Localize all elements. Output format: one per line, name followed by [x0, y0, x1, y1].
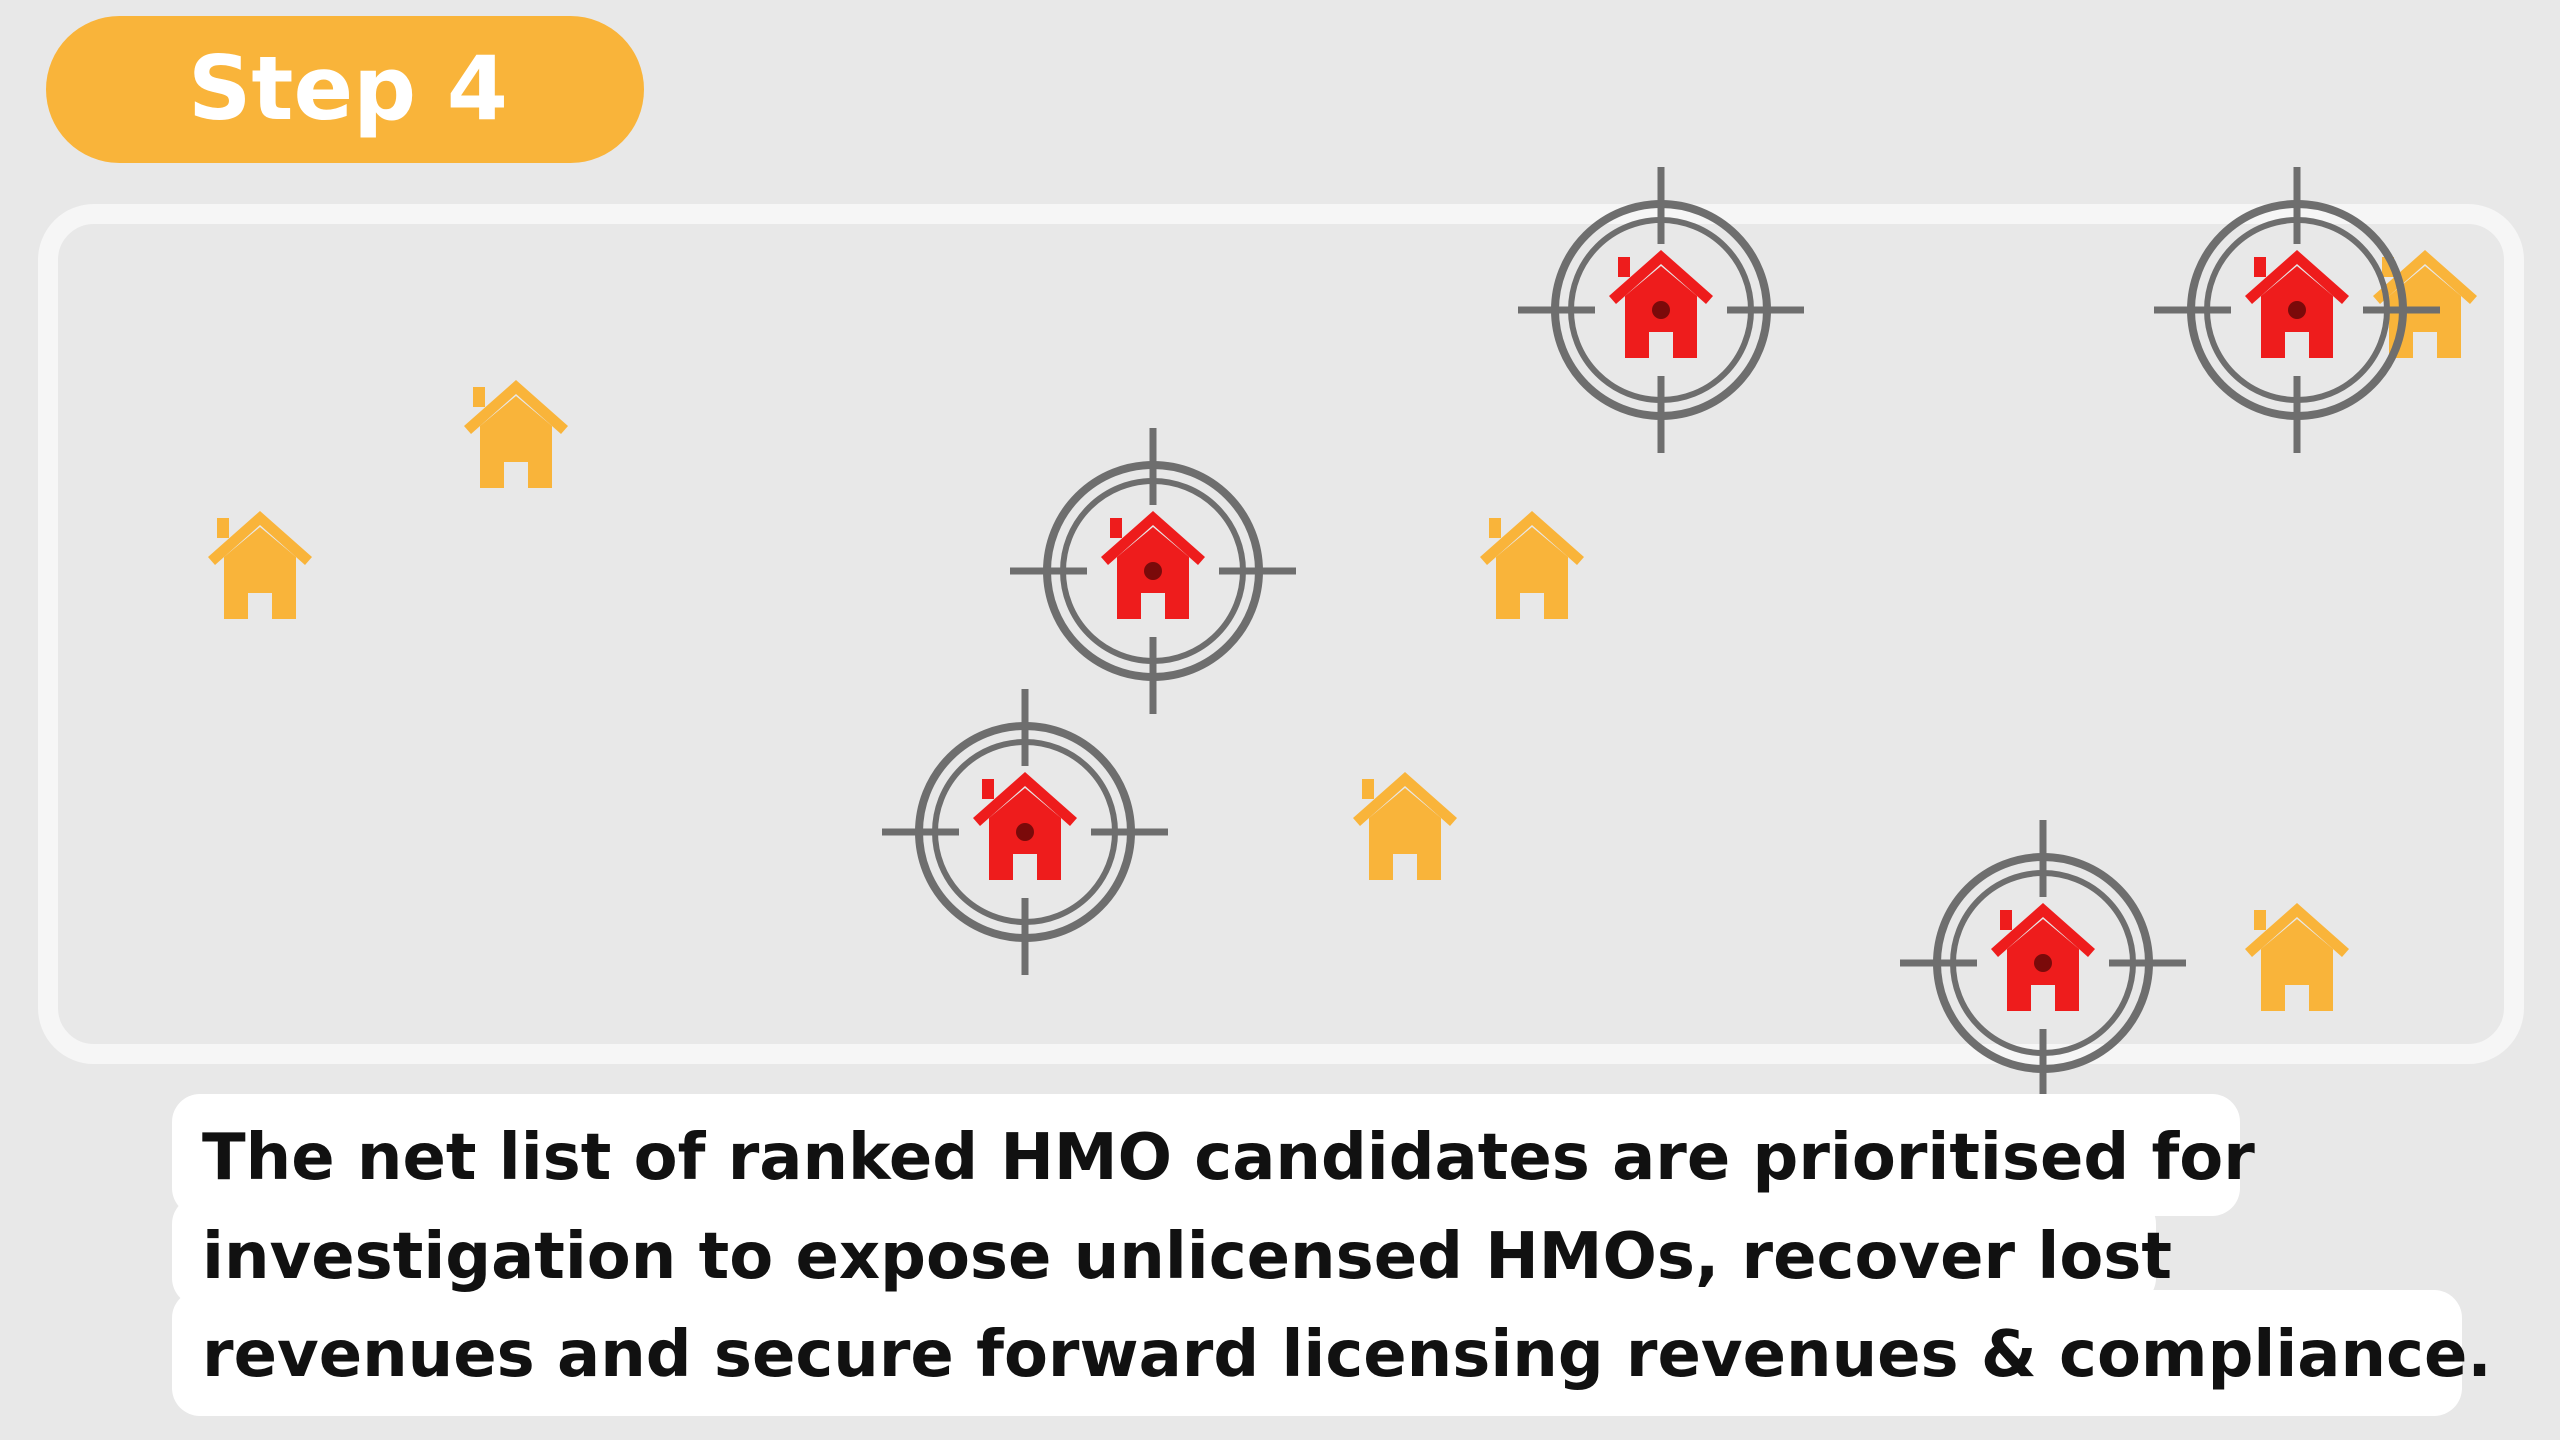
caption-line-3: revenues and secure forward licensing re… [202, 1318, 2492, 1392]
step-badge [46, 16, 644, 163]
caption-line-2: investigation to expose unlicensed HMOs,… [202, 1220, 2172, 1294]
house-icon [208, 511, 312, 619]
map-panel [38, 204, 2524, 1064]
targeted-house [882, 689, 1168, 975]
target-dot [2288, 301, 2306, 319]
target-dot [2034, 954, 2052, 972]
caption-box-line-2 [172, 1196, 2156, 1306]
target-dot [1652, 301, 1670, 319]
target-dot [1016, 823, 1034, 841]
caption-line-1: The net list of ranked HMO candidates ar… [202, 1121, 2255, 1195]
target-dot [1144, 562, 1162, 580]
targeted-house [1010, 428, 1296, 714]
house-icon [464, 380, 568, 488]
house-icon [1480, 511, 1584, 619]
targeted-house [2154, 167, 2440, 453]
step-title: Step 4 [188, 37, 508, 140]
house-icon [1353, 772, 1457, 880]
caption-box-line-1 [172, 1094, 2240, 1216]
caption-box-line-3 [172, 1290, 2462, 1416]
targeted-house [1900, 820, 2186, 1106]
house-icon [2245, 903, 2349, 1011]
targeted-house [1518, 167, 1804, 453]
